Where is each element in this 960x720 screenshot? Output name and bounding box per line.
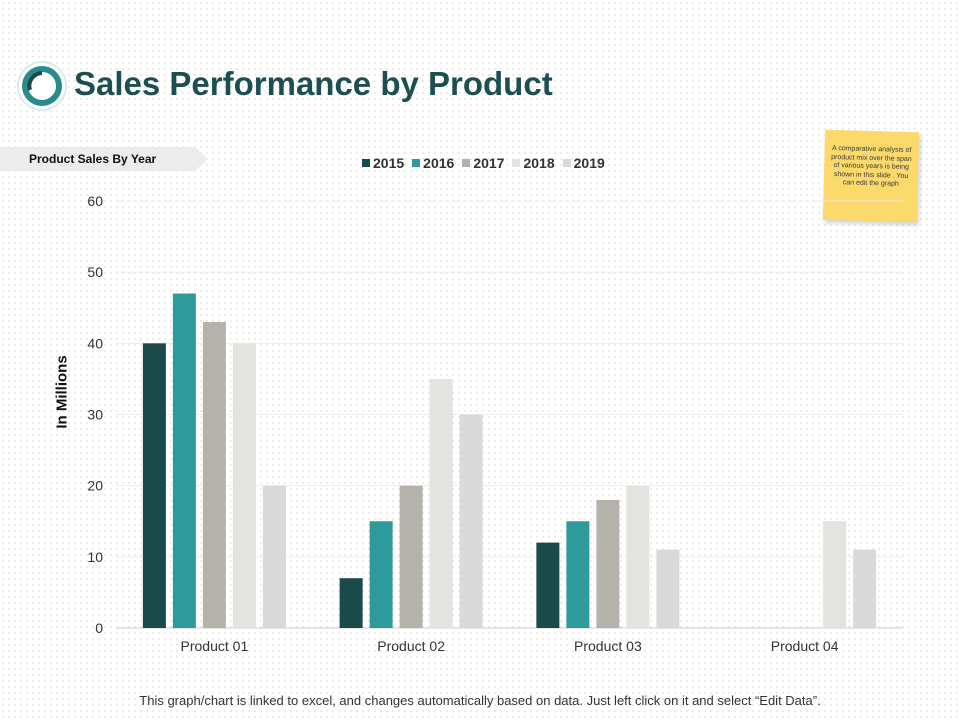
bar-2017-product-03 — [596, 499, 620, 628]
bar-2016-product-02 — [369, 521, 393, 628]
chart-legend: 2015 2016 2017 2018 2019 — [362, 153, 605, 173]
legend-item-2018: 2018 — [512, 155, 555, 171]
footer-note: This graph/chart is linked to excel, and… — [139, 693, 821, 708]
bar-2017-product-01 — [202, 321, 226, 628]
bar-2019-product-02 — [459, 414, 483, 628]
page-title: Sales Performance by Product — [74, 65, 553, 102]
legend-label: 2017 — [473, 155, 505, 171]
legend-swatch — [412, 159, 421, 167]
logo-icon — [17, 61, 67, 111]
x-tick-label: Product 01 — [181, 638, 249, 654]
bar-2019-product-04 — [853, 549, 877, 628]
bar-2015-product-03 — [536, 542, 560, 628]
legend-swatch — [562, 159, 571, 167]
bar-2018-product-03 — [626, 485, 650, 628]
chart-title: Product Sales By Year — [29, 152, 157, 166]
legend-label: 2019 — [573, 155, 605, 171]
bar-2017-product-02 — [399, 485, 423, 628]
legend-item-2017: 2017 — [462, 155, 504, 171]
bar-2019-product-03 — [656, 549, 680, 628]
legend-label: 2018 — [523, 155, 555, 171]
bar-2015-product-02 — [339, 578, 363, 628]
bar-2015-product-01 — [142, 343, 166, 628]
bar-2018-product-04 — [823, 521, 847, 628]
legend-label: 2016 — [423, 155, 455, 171]
x-tick-label: Product 04 — [771, 638, 839, 654]
y-tick-label: 20 — [87, 478, 103, 494]
y-tick-label: 50 — [87, 264, 103, 280]
bar-2016-product-01 — [172, 293, 196, 628]
legend-item-2016: 2016 — [412, 155, 454, 171]
bar-2018-product-02 — [429, 378, 453, 628]
legend-item-2019: 2019 — [562, 155, 605, 171]
bar-2018-product-01 — [232, 343, 256, 628]
legend-swatch — [362, 159, 370, 167]
chart-title-banner: Product Sales By Year — [0, 147, 208, 171]
x-tick-label: Product 03 — [574, 638, 642, 654]
bar-2019-product-01 — [262, 485, 286, 628]
legend-swatch — [512, 159, 521, 167]
legend-item-2015: 2015 — [362, 155, 404, 171]
y-tick-label: 10 — [87, 549, 103, 565]
y-tick-label: 40 — [87, 335, 103, 351]
y-tick-label: 0 — [95, 620, 103, 636]
bar-2016-product-03 — [566, 521, 590, 628]
y-tick-label: 60 — [87, 193, 103, 209]
y-tick-label: 30 — [87, 407, 103, 423]
x-tick-label: Product 02 — [377, 638, 445, 654]
legend-swatch — [462, 159, 471, 167]
legend-label: 2015 — [373, 155, 405, 171]
